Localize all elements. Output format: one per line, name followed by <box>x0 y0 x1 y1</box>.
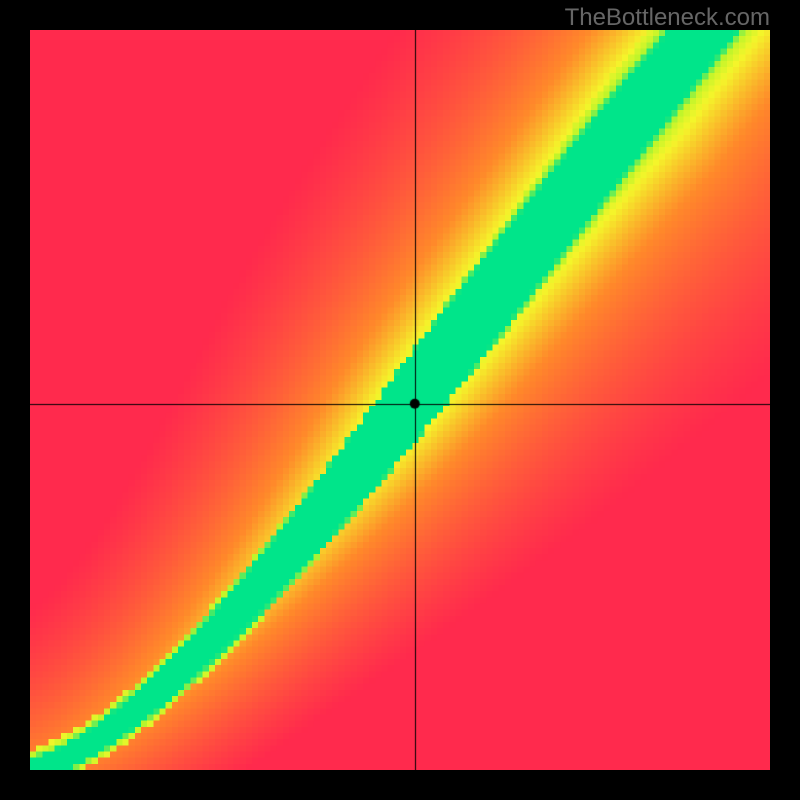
crosshair-overlay <box>30 30 770 770</box>
watermark-text: TheBottleneck.com <box>565 4 770 32</box>
